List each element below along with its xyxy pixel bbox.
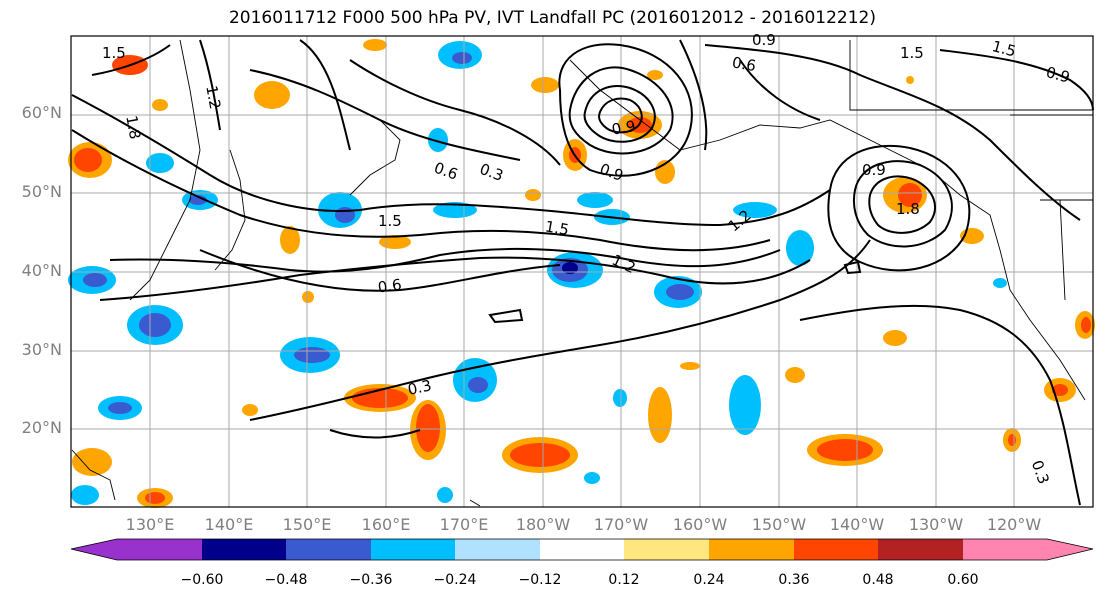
coastlines	[71, 39, 1093, 507]
svg-text:0.3: 0.3	[406, 376, 433, 399]
colorbar-cells	[117, 539, 1047, 560]
svg-text:1.5: 1.5	[378, 212, 402, 230]
colorbar-cell	[117, 539, 202, 560]
lon-label-170e: 170°E	[439, 515, 489, 534]
lat-label-40n: 40°N	[21, 261, 62, 280]
map-frame	[70, 35, 1094, 508]
colorbar-tick-8: 0.36	[778, 572, 810, 588]
svg-text:0.6: 0.6	[731, 53, 758, 75]
colorbar-tick-6: 0.12	[608, 572, 640, 588]
svg-text:1.5: 1.5	[102, 44, 126, 62]
lon-label-120w: 120°W	[986, 515, 1042, 534]
lon-label-140e: 140°E	[204, 515, 254, 534]
svg-text:1.5: 1.5	[990, 37, 1018, 61]
colorbar-tick-3: −0.36	[349, 572, 393, 588]
lat-label-50n: 50°N	[21, 182, 62, 201]
lat-label-60n: 60°N	[21, 103, 62, 122]
colorbar-cell	[371, 539, 455, 560]
colorbar-cell	[624, 539, 709, 560]
svg-text:1.8: 1.8	[122, 114, 144, 141]
lon-label-150e: 150°E	[282, 515, 332, 534]
colorbar-cell	[963, 539, 1047, 560]
lon-label-140w: 140°W	[829, 515, 885, 534]
colorbar-tick-7: 0.24	[693, 572, 725, 588]
lon-label-160e: 160°E	[361, 515, 411, 534]
colorbar-cell	[878, 539, 963, 560]
colorbar-tick-5: −0.12	[518, 572, 562, 588]
colorbar-tick-1: −0.60	[180, 572, 224, 588]
svg-text:0.6: 0.6	[377, 275, 403, 296]
svg-text:0.9: 0.9	[610, 117, 637, 139]
lon-label-160w: 160°W	[672, 515, 728, 534]
gridlines	[71, 36, 1093, 507]
pv-contours	[71, 39, 1094, 506]
lon-label-150w: 150°W	[751, 515, 807, 534]
colorbar-cell	[794, 539, 878, 560]
svg-text:0.9: 0.9	[1044, 63, 1072, 87]
lat-label-20n: 20°N	[21, 418, 62, 437]
colorbar-tick-10: 0.60	[947, 572, 979, 588]
svg-text:1.5: 1.5	[544, 217, 571, 239]
svg-text:1.5: 1.5	[900, 44, 924, 62]
colorbar	[70, 538, 1094, 561]
colorbar-tick-2: −0.48	[264, 572, 308, 588]
lon-label-130e: 130°E	[125, 515, 175, 534]
colorbar-tick-9: 0.48	[862, 572, 894, 588]
colorbar-cell	[455, 539, 540, 560]
colorbar-cell	[540, 539, 624, 560]
svg-text:0.9: 0.9	[862, 161, 886, 179]
svg-text:1.2: 1.2	[202, 84, 224, 111]
map-title: 2016011712 F000 500 hPa PV, IVT Landfall…	[228, 8, 876, 28]
colorbar-cell	[286, 539, 371, 560]
colorbar-right-extension	[1047, 539, 1093, 560]
lon-label-130w: 130°W	[908, 515, 964, 534]
lat-label-30n: 30°N	[21, 340, 62, 359]
colorbar-left-extension	[71, 539, 117, 560]
svg-text:0.9: 0.9	[752, 31, 776, 49]
svg-text:1.8: 1.8	[896, 200, 920, 218]
colorbar-cell	[202, 539, 286, 560]
colorbar-tick-4: −0.24	[433, 572, 477, 588]
colorbar-cell	[709, 539, 794, 560]
lon-label-180w: 180°W	[515, 515, 571, 534]
lon-label-170w: 170°W	[593, 515, 649, 534]
contour-labels: 1.5 1.2 1.8 0.6 0.3 1.5 1.5 1.2 0.6 0.3 …	[102, 31, 1072, 486]
